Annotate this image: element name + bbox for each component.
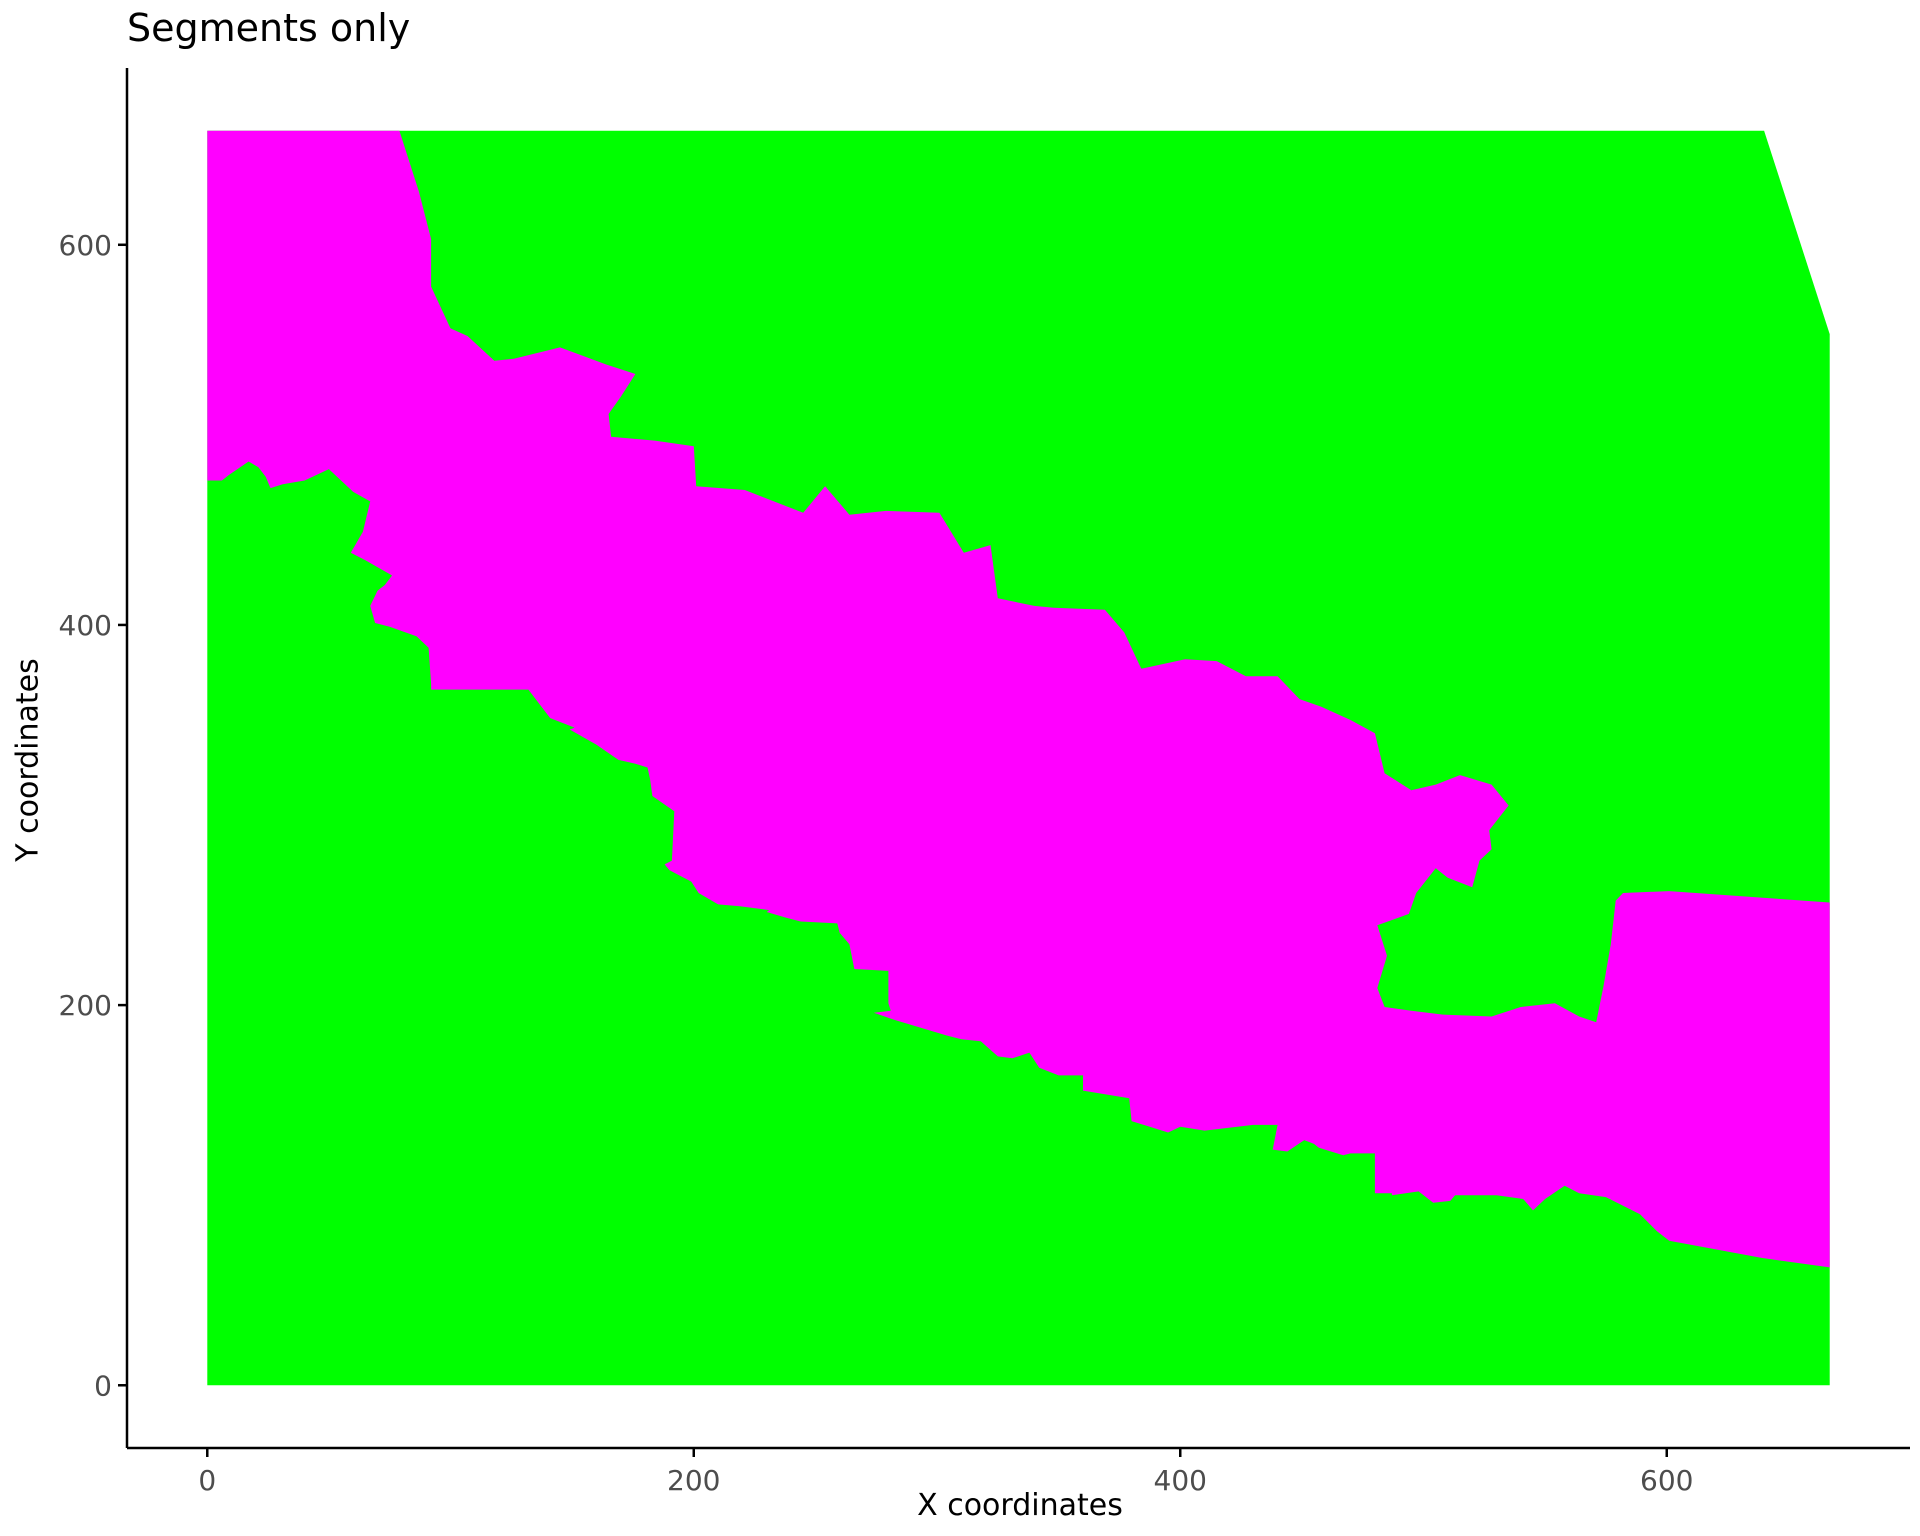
y-tick-label: 600 [59,229,112,262]
y-ticks: 0 200 400 600 [59,229,127,1402]
x-tick-label: 200 [667,1464,720,1497]
x-axis-label: X coordinates [917,1488,1123,1523]
plot-panel [207,130,1830,1386]
chart-title: Segments only [127,6,411,50]
y-tick-label: 200 [59,989,112,1022]
y-axis-label: Y coordinates [10,658,46,862]
x-tick-label: 600 [1640,1464,1693,1497]
segment-region-2 [207,130,1830,1268]
x-tick-label: 0 [198,1464,216,1497]
y-tick-label: 400 [59,609,112,642]
x-tick-label: 400 [1154,1464,1207,1497]
axes: 0 200 400 600 0 200 400 600 [59,68,1910,1497]
y-tick-label: 0 [94,1369,112,1402]
x-ticks: 0 200 400 600 [198,1448,1693,1497]
